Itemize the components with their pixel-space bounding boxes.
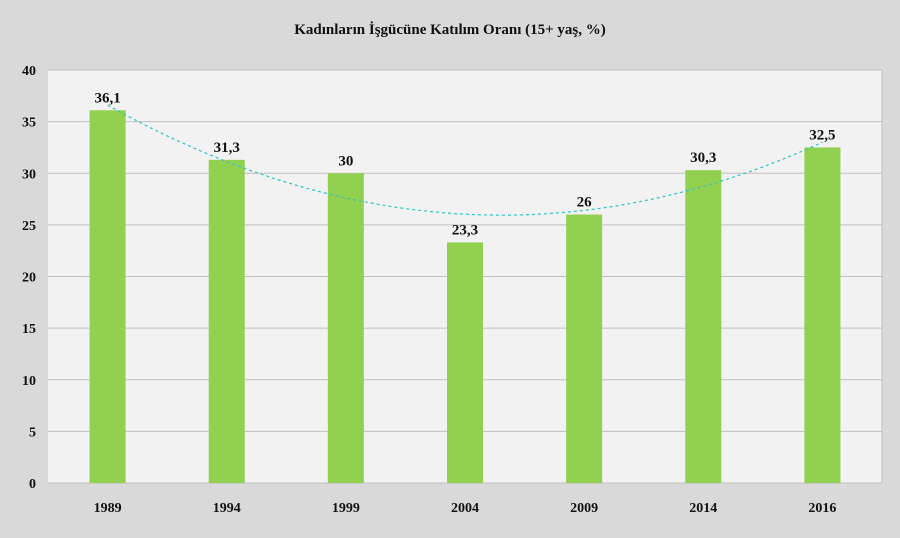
data-label-1999: 30 [338,153,353,169]
chart-title: Kadınların İşgücüne Katılım Oranı (15+ y… [294,22,606,38]
bar-1994 [208,159,245,483]
data-label-2016: 32,5 [809,127,835,143]
y-tick-label: 35 [22,116,36,131]
y-tick-label: 15 [22,322,36,337]
y-tick-label: 10 [22,374,36,389]
data-label-1989: 36,1 [94,90,120,106]
x-tick-label-2016: 2016 [808,501,836,516]
data-labels: 36,1 31,3 30 23,3 26 30,3 32,5 [94,90,835,238]
bars [89,110,841,484]
data-label-2014: 30,3 [690,150,716,166]
data-label-2004: 23,3 [452,222,478,238]
y-tick-label: 40 [22,64,36,79]
bar-1989 [89,110,126,483]
y-tick-label: 20 [22,271,36,286]
bar-2004 [447,242,483,483]
data-label-1994: 31,3 [214,140,240,156]
y-tick-label: 30 [22,167,36,182]
x-tick-label-1999: 1999 [332,501,360,516]
x-tick-label-2009: 2009 [570,501,598,516]
bar-2014 [685,170,722,483]
y-tick-label: 5 [29,425,36,440]
y-tick-label: 0 [29,477,36,492]
bar-1999 [327,173,364,483]
x-tick-label-1989: 1989 [94,501,122,516]
trendline-layer [107,104,823,216]
y-tick-label: 25 [22,219,36,234]
x-tick-label-2014: 2014 [689,501,717,516]
bar-2009 [566,214,603,484]
axis-ticks: 0 5 10 15 20 25 30 35 40 1989 1994 1999 2004 2009 2014… [22,64,836,516]
bar-2016 [804,147,841,483]
data-label-2009: 26 [577,195,593,211]
x-tick-label-2004: 2004 [451,501,479,516]
trendline [107,104,823,216]
x-tick-label-1994: 1994 [213,501,241,516]
